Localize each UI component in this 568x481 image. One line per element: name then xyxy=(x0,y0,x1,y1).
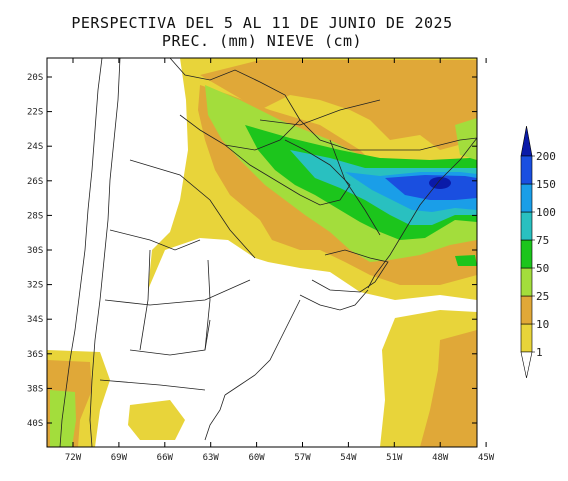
political-boundaries xyxy=(59,58,477,447)
legend-over-200-triangle xyxy=(520,125,533,157)
brazil-states-1 xyxy=(329,139,381,236)
precip-25-50-southwest xyxy=(50,390,76,447)
longitude-ticks: 72W 69W 66W 63W 60W 57W 54W 51W 48W 45W xyxy=(65,58,495,463)
precip-over-200 xyxy=(429,177,451,189)
legend-swatch xyxy=(520,183,533,213)
lat-tick-label: 32S xyxy=(27,281,43,291)
legend-level-label: 100 xyxy=(536,206,556,219)
map-title-line-2: PREC. (mm) NIEVE (cm) xyxy=(161,32,363,50)
lon-tick-label: 60W xyxy=(248,453,265,463)
latitude-ticks: 20S 22S 24S 26S 28S 30S 32S 34S 36S 38S 40S xyxy=(27,73,477,429)
brazil-coastline xyxy=(367,137,477,289)
legend-level-label: 1 xyxy=(536,346,543,359)
legend-swatch xyxy=(520,211,533,241)
lat-tick-label: 30S xyxy=(27,246,43,256)
lon-tick-label: 69W xyxy=(111,453,128,463)
argentina-provinces-7 xyxy=(139,249,151,351)
lat-tick-label: 36S xyxy=(27,350,43,360)
uruguay-border xyxy=(311,249,389,293)
lat-tick-label: 22S xyxy=(27,108,43,118)
lat-tick-label: 20S xyxy=(27,73,43,83)
map-title-line-1: PERSPECTIVA DEL 5 AL 11 DE JUNIO DE 2025 xyxy=(71,14,453,32)
map-frame xyxy=(46,57,478,448)
legend-swatch xyxy=(520,295,533,325)
legend-under-1-triangle xyxy=(520,351,533,379)
legend-swatch xyxy=(520,267,533,297)
argentina-provinces-6 xyxy=(204,259,211,351)
precip-10-25-southeast xyxy=(420,330,477,447)
precipitation-field xyxy=(47,58,477,447)
lon-tick-label: 63W xyxy=(203,453,220,463)
precip-1-10-patch-south xyxy=(128,400,185,440)
lat-tick-label: 24S xyxy=(27,142,43,152)
brazil-border xyxy=(299,119,477,151)
paraguay-border xyxy=(224,139,351,206)
argentina-provinces-5 xyxy=(99,379,206,391)
argentina-provinces-4 xyxy=(129,319,211,356)
lat-tick-label: 38S xyxy=(27,384,43,394)
legend-swatch xyxy=(520,239,533,269)
precip-10-25-north xyxy=(200,60,477,150)
bolivia-border xyxy=(169,58,301,151)
brazil-states-2 xyxy=(259,99,381,126)
andes-border xyxy=(89,58,121,447)
lon-tick-label: 54W xyxy=(340,453,357,463)
legend-level-label: 50 xyxy=(536,262,549,275)
lat-tick-label: 28S xyxy=(27,211,43,221)
legend-swatch xyxy=(520,155,533,185)
lon-tick-label: 66W xyxy=(157,453,174,463)
precip-10-25-patch xyxy=(340,70,380,92)
legend-level-label: 25 xyxy=(536,290,549,303)
legend-swatch xyxy=(520,323,533,353)
lat-tick-label: 40S xyxy=(27,419,43,429)
lon-tick-label: 45W xyxy=(478,453,495,463)
argentina-provinces-1 xyxy=(129,159,256,259)
precip-150-200 xyxy=(385,175,477,200)
lon-tick-label: 57W xyxy=(294,453,311,463)
lat-tick-label: 26S xyxy=(27,177,43,187)
legend-colorbar: 1 10 25 50 75 100 150 200 xyxy=(520,125,556,379)
legend-level-label: 200 xyxy=(536,150,556,163)
lat-tick-label: 34S xyxy=(27,315,43,325)
pacific-coastline xyxy=(59,58,103,447)
argentina-provinces-3 xyxy=(104,279,251,306)
lon-tick-label: 72W xyxy=(65,453,82,463)
legend-level-label: 75 xyxy=(536,234,549,247)
legend-level-label: 10 xyxy=(536,318,549,331)
legend-level-label: 150 xyxy=(536,178,556,191)
argentina-provinces-2 xyxy=(109,229,201,251)
precip-50-75-east xyxy=(455,255,477,266)
rio-de-la-plata xyxy=(299,289,369,311)
lon-tick-label: 51W xyxy=(386,453,403,463)
patagonia-coast xyxy=(204,394,226,441)
buenos-aires-coast xyxy=(224,299,301,396)
lon-tick-label: 48W xyxy=(432,453,449,463)
